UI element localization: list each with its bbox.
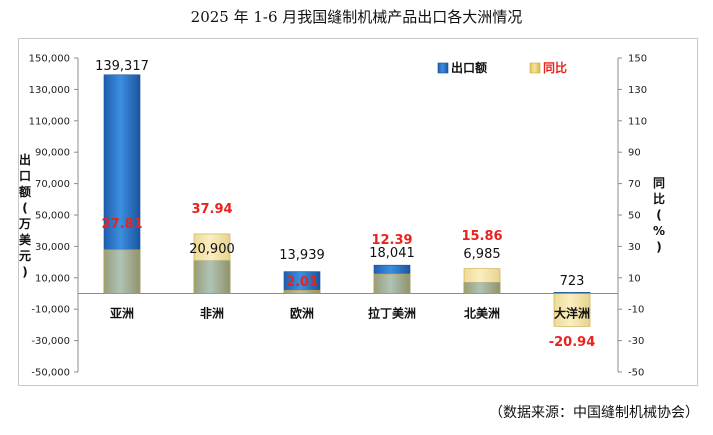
- y-tick-left-label: 90,000: [35, 148, 70, 159]
- bar-yoy-1: [193, 233, 231, 294]
- data-label-yoy: 27.81: [101, 217, 142, 232]
- y-tick-left-label: -30,000: [31, 336, 70, 347]
- y-tick-right-label: 10: [628, 273, 641, 284]
- bar-yoy-3: [373, 273, 411, 294]
- y-tick-left-label: 50,000: [35, 211, 70, 222]
- y-tick-left-label: -50,000: [31, 368, 70, 379]
- data-source-note: （数据来源：中国缝制机械协会）: [489, 405, 699, 421]
- data-label-yoy: 15.86: [461, 229, 502, 244]
- y-tick-right-label: 50: [628, 211, 641, 222]
- plot-frame: [18, 38, 698, 386]
- bar-yoy-5: [553, 293, 591, 327]
- data-label-export: 6,985: [463, 247, 500, 262]
- data-label-yoy: -20.94: [549, 335, 596, 350]
- legend-swatch-export: [437, 62, 449, 74]
- legend-label-export: 出口额: [451, 60, 487, 75]
- y-tick-right-label: 90: [628, 148, 641, 159]
- data-label-yoy: 2.01: [286, 275, 318, 290]
- data-label-export: 723: [560, 274, 585, 289]
- y-tick-right-label: 150: [628, 54, 647, 65]
- data-label-export: 13,939: [279, 248, 325, 263]
- chart-title: 2025 年 1-6 月我国缝制机械产品出口各大洲情况: [190, 8, 523, 26]
- y-tick-right-label: -50: [628, 368, 644, 379]
- x-tick-label: 亚洲: [110, 307, 134, 321]
- y-tick-right-label: 130: [628, 85, 647, 96]
- data-label-export: 18,041: [369, 246, 415, 261]
- x-tick-label: 北美洲: [464, 306, 500, 321]
- legend-label-yoy: 同比: [543, 60, 567, 75]
- y-tick-right-label: 30: [628, 242, 641, 253]
- y-axis-right-label: 同比(%): [652, 176, 666, 254]
- y-tick-left-label: 70,000: [35, 179, 70, 190]
- x-tick-label: 拉丁美洲: [368, 306, 416, 321]
- data-label-yoy: 37.94: [191, 202, 232, 217]
- data-label-export: 20,900: [189, 242, 235, 257]
- y-tick-right-label: -10: [628, 305, 644, 316]
- bar-yoy-4: [463, 268, 501, 294]
- bar-yoy-0: [103, 249, 141, 294]
- x-tick-label: 大洋洲: [554, 306, 590, 321]
- data-label-yoy: 12.39: [371, 233, 412, 248]
- legend-swatch-yoy: [529, 62, 541, 74]
- y-tick-right-label: 70: [628, 179, 641, 190]
- bar-yoy-2: [283, 290, 321, 294]
- y-tick-left-label: -10,000: [31, 305, 70, 316]
- y-tick-left-label: 150,000: [29, 54, 70, 65]
- y-tick-right-label: 110: [628, 116, 647, 127]
- y-tick-left-label: 10,000: [35, 273, 70, 284]
- y-axis-left-label: 出口额(万美元): [18, 153, 31, 279]
- y-tick-right-label: -30: [628, 336, 644, 347]
- y-tick-left-label: 110,000: [29, 116, 70, 127]
- x-tick-label: 非洲: [200, 306, 224, 321]
- y-tick-left-label: 130,000: [29, 85, 70, 96]
- y-tick-left-label: 30,000: [35, 242, 70, 253]
- data-label-export: 139,317: [95, 59, 149, 74]
- x-tick-label: 欧洲: [290, 306, 314, 321]
